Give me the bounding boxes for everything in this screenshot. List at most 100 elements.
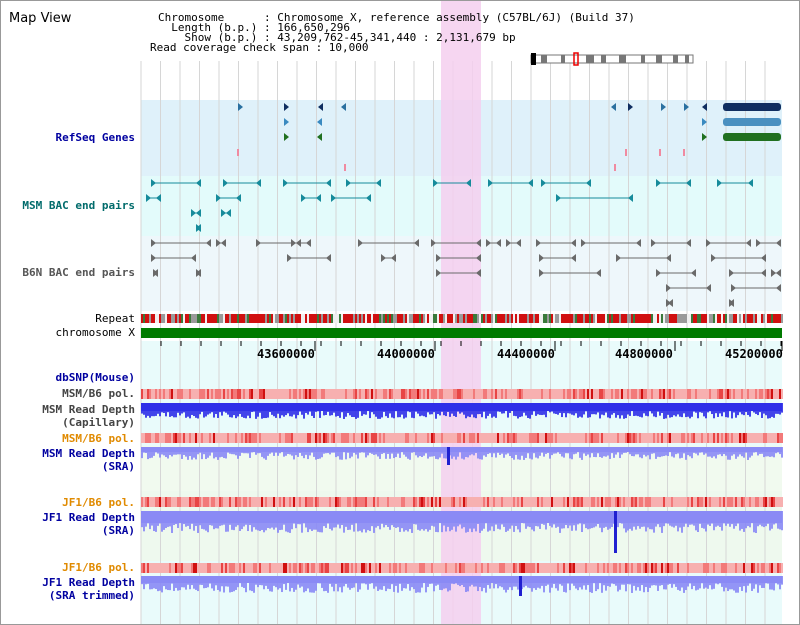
label-refseq-genes[interactable]: RefSeq Genes: [55, 131, 135, 144]
pol-segment: [647, 563, 649, 573]
depth-bar: [755, 576, 757, 585]
depth-bar: [537, 576, 539, 588]
label-msm-b6-pol-2[interactable]: MSM/B6 pol.: [62, 432, 135, 445]
depth-bar: [399, 403, 401, 418]
depth-bar: [409, 511, 411, 530]
depth-bar: [229, 447, 231, 454]
depth-bar: [237, 576, 239, 588]
pol-segment: [345, 433, 347, 443]
depth-bar: [145, 447, 147, 453]
pol-segment: [463, 389, 465, 399]
depth-bar: [571, 511, 573, 531]
bac-pair-end: [748, 179, 753, 187]
depth-bar: [765, 447, 767, 457]
pol-segment: [775, 563, 777, 573]
pol-segment: [595, 563, 597, 573]
depth-bar: [219, 511, 221, 526]
depth-bar: [751, 447, 753, 456]
pol-segment: [687, 497, 689, 507]
repeat-segment: [481, 314, 483, 323]
depth-bar: [445, 511, 447, 532]
depth-bar: [241, 511, 243, 530]
pol-segment: [481, 563, 483, 573]
pol-segment: [525, 433, 527, 443]
label-msm-depth-capillary[interactable]: MSM Read Depth (Capillary): [42, 403, 135, 429]
pol-segment: [579, 563, 581, 573]
label-dbsnp[interactable]: dbSNP(Mouse): [55, 371, 135, 384]
pol-segment: [411, 497, 413, 507]
depth-bar: [405, 511, 407, 531]
depth-bar: [257, 576, 259, 588]
bac-pair-end: [196, 224, 201, 232]
pol-segment: [187, 497, 189, 507]
label-jf1-depth-sra[interactable]: JF1 Read Depth (SRA): [42, 511, 135, 537]
depth-bar: [703, 447, 705, 455]
label-b6n-bac[interactable]: B6N BAC end pairs: [22, 266, 135, 279]
repeat-segment: [681, 314, 683, 323]
depth-bar: [201, 576, 203, 585]
pol-segment: [387, 433, 389, 443]
pol-segment: [507, 389, 509, 399]
pol-segment: [171, 433, 173, 443]
pol-segment: [255, 389, 257, 399]
depth-bar: [737, 403, 739, 416]
pol-segment: [529, 497, 531, 507]
depth-bar: [779, 447, 781, 455]
depth-bar: [315, 576, 317, 591]
pol-segment: [289, 563, 291, 573]
depth-bar: [191, 403, 193, 415]
pol-segment: [457, 433, 459, 443]
pol-segment: [253, 433, 255, 443]
depth-bar: [475, 403, 477, 419]
repeat-segment: [751, 314, 753, 323]
label-jf1-b6-pol-2[interactable]: JF1/B6 pol.: [62, 561, 135, 574]
repeat-segment: [375, 314, 377, 323]
bac-pair-end: [717, 179, 722, 187]
depth-bar: [349, 511, 351, 530]
pol-segment: [693, 563, 695, 573]
depth-bar: [321, 576, 323, 588]
pol-segment: [553, 497, 555, 507]
gene-arrow: [611, 103, 616, 111]
depth-bar: [631, 403, 633, 412]
pol-segment: [421, 433, 423, 443]
depth-bar: [715, 403, 717, 414]
depth-bar: [591, 403, 593, 415]
pol-segment: [323, 497, 325, 507]
depth-bar: [753, 447, 755, 453]
repeat-segment: [365, 314, 367, 323]
pol-segment: [385, 433, 387, 443]
depth-bar: [463, 511, 465, 528]
pol-segment: [489, 433, 491, 443]
depth-bar: [635, 447, 637, 455]
depth-bar: [471, 576, 473, 585]
depth-bar: [375, 447, 377, 455]
depth-bar: [567, 447, 569, 454]
bac-pair-end: [153, 269, 158, 277]
pol-segment: [435, 433, 437, 443]
chromosome-bar: [141, 328, 782, 338]
pol-segment: [519, 563, 521, 573]
pol-segment: [369, 389, 371, 399]
depth-bar: [203, 511, 205, 530]
label-msm-bac[interactable]: MSM BAC end pairs: [22, 199, 135, 212]
label-jf1-depth-trimmed[interactable]: JF1 Read Depth (SRA trimmed): [42, 576, 135, 602]
pol-segment: [625, 563, 627, 573]
pol-segment: [543, 497, 545, 507]
pol-segment: [535, 389, 537, 399]
label-msm-depth-sra[interactable]: MSM Read Depth (SRA): [42, 447, 135, 473]
depth-bar: [531, 511, 533, 530]
depth-bar: [463, 576, 465, 587]
pol-segment: [629, 497, 631, 507]
pol-segment: [535, 563, 537, 573]
pol-segment: [561, 389, 563, 399]
depth-bar: [645, 511, 647, 532]
repeat-segment: [641, 314, 643, 323]
depth-bar: [395, 511, 397, 528]
label-jf1-b6-pol-1[interactable]: JF1/B6 pol.: [62, 496, 135, 509]
repeat-segment: [411, 314, 413, 323]
label-msm-b6-pol-1[interactable]: MSM/B6 pol.: [62, 387, 135, 400]
depth-bar: [421, 447, 423, 458]
repeat-segment: [357, 314, 359, 323]
